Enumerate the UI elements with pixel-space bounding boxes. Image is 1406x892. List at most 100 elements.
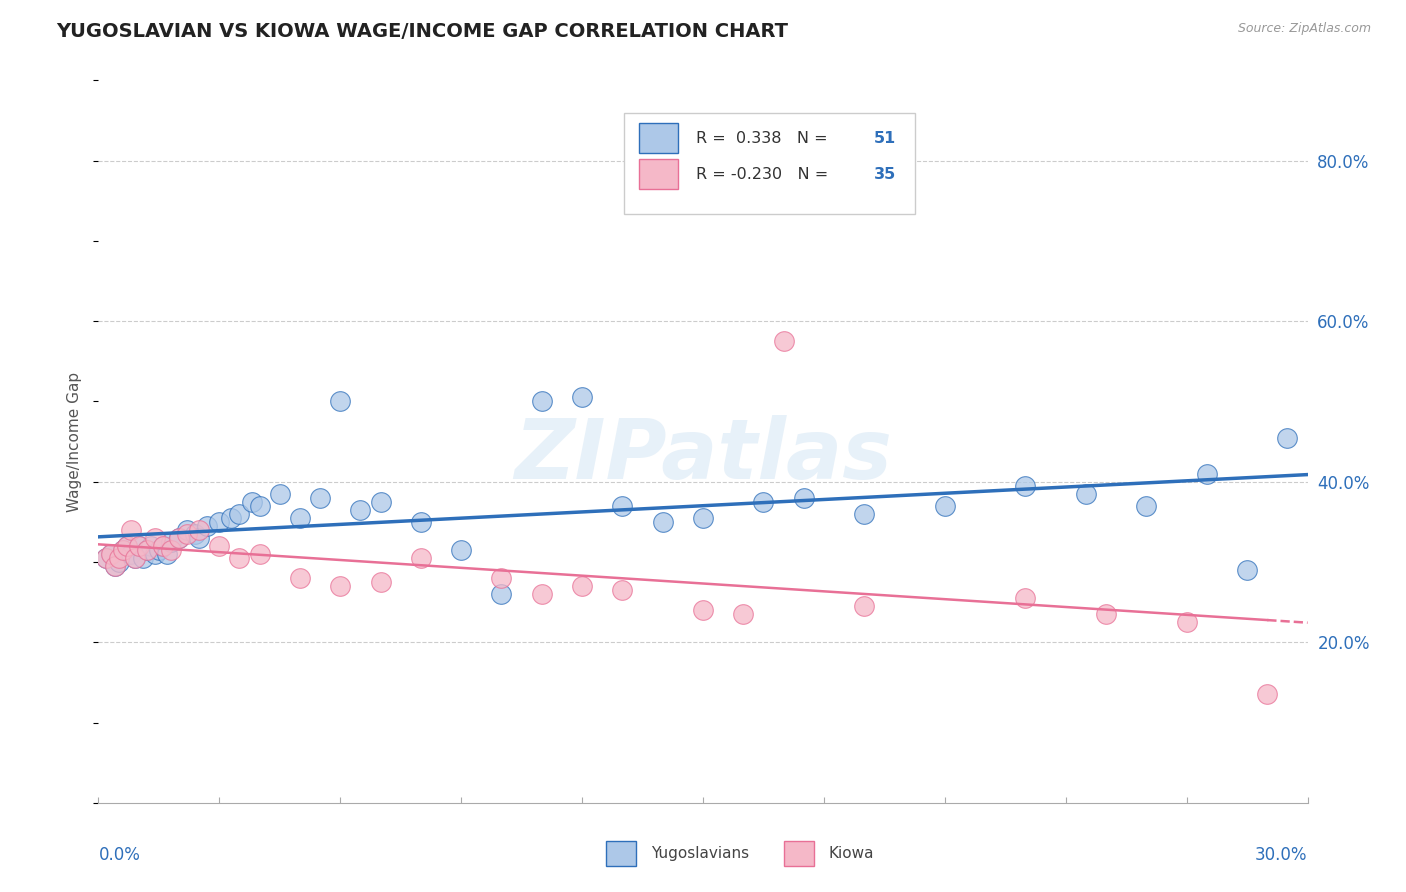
FancyBboxPatch shape [624, 112, 915, 214]
Point [143, 531, 166, 545]
Point [184, 526, 207, 541]
Point [96, 550, 118, 566]
Point [160, 534, 183, 549]
Point [329, 579, 352, 593]
Point [530, 394, 553, 409]
Point [934, 499, 956, 513]
Text: Source: ZipAtlas.com: Source: ZipAtlas.com [1237, 22, 1371, 36]
Text: 51: 51 [875, 130, 897, 145]
Point [167, 531, 190, 545]
FancyBboxPatch shape [785, 841, 814, 866]
Point [176, 523, 198, 537]
Point [156, 547, 179, 561]
Point [793, 491, 815, 505]
Point [128, 539, 150, 553]
Point [853, 599, 876, 614]
Point [120, 523, 142, 537]
Point [692, 510, 714, 524]
Text: 35: 35 [875, 167, 897, 182]
Point [103, 558, 125, 574]
Text: Kiowa: Kiowa [828, 846, 875, 861]
Point [651, 515, 673, 529]
Point [124, 550, 146, 566]
Point [152, 539, 174, 553]
Point [228, 550, 250, 566]
Point [1256, 687, 1278, 701]
Point [269, 486, 291, 500]
Point [1074, 486, 1097, 500]
Point [143, 547, 166, 561]
Point [288, 571, 311, 585]
Point [120, 547, 142, 561]
Point [733, 607, 755, 621]
Point [1014, 591, 1036, 605]
Point [249, 547, 271, 561]
Point [188, 523, 211, 537]
Point [115, 539, 138, 553]
Point [221, 510, 243, 524]
Point [148, 542, 170, 557]
Point [853, 507, 876, 521]
Point [160, 542, 183, 557]
Point [195, 518, 218, 533]
Point [208, 515, 231, 529]
Point [128, 539, 150, 553]
Point [772, 334, 794, 348]
Point [167, 531, 190, 545]
Point [107, 555, 129, 569]
FancyBboxPatch shape [638, 123, 678, 153]
Point [96, 550, 118, 566]
Point [288, 510, 311, 524]
Point [329, 394, 352, 409]
Point [1277, 430, 1299, 444]
Point [100, 547, 122, 561]
Point [124, 550, 146, 566]
Point [309, 491, 332, 505]
Point [1095, 607, 1118, 621]
Point [1195, 467, 1218, 481]
Point [188, 531, 211, 545]
Point [692, 603, 714, 617]
Point [612, 583, 634, 598]
Point [176, 526, 198, 541]
Point [111, 542, 134, 557]
FancyBboxPatch shape [638, 159, 678, 189]
Point [240, 494, 263, 508]
Point [1236, 563, 1258, 577]
Point [228, 507, 250, 521]
Point [409, 550, 432, 566]
Point [208, 539, 231, 553]
Point [1175, 615, 1198, 630]
Point [409, 515, 432, 529]
Text: R = -0.230   N =: R = -0.230 N = [696, 167, 834, 182]
Point [530, 587, 553, 601]
Point [571, 579, 593, 593]
Text: ZIPatlas: ZIPatlas [515, 416, 891, 497]
Point [370, 574, 392, 589]
Text: Yugoslavians: Yugoslavians [651, 846, 749, 861]
FancyBboxPatch shape [606, 841, 637, 866]
Point [491, 571, 513, 585]
Point [132, 550, 155, 566]
Point [152, 539, 174, 553]
Point [1135, 499, 1157, 513]
Y-axis label: Wage/Income Gap: Wage/Income Gap [67, 371, 83, 512]
Point [111, 542, 134, 557]
Point [571, 390, 593, 404]
Point [752, 494, 775, 508]
Point [450, 542, 472, 557]
Point [612, 499, 634, 513]
Point [370, 494, 392, 508]
Point [135, 542, 157, 557]
Point [491, 587, 513, 601]
Point [249, 499, 271, 513]
Text: 30.0%: 30.0% [1256, 847, 1308, 864]
Point [1014, 478, 1036, 492]
Text: YUGOSLAVIAN VS KIOWA WAGE/INCOME GAP CORRELATION CHART: YUGOSLAVIAN VS KIOWA WAGE/INCOME GAP COR… [56, 22, 789, 41]
Point [100, 547, 122, 561]
Point [103, 558, 125, 574]
Point [107, 550, 129, 566]
Text: 0.0%: 0.0% [98, 847, 141, 864]
Point [349, 502, 371, 516]
Point [135, 542, 157, 557]
